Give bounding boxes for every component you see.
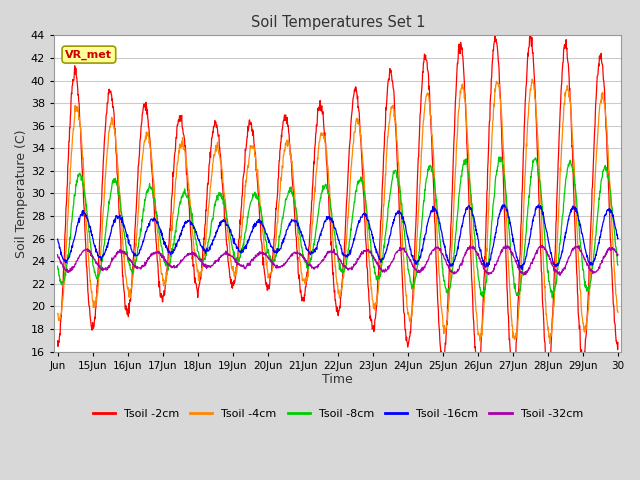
Tsoil -32cm xyxy=(323,250,331,256)
Tsoil -16cm xyxy=(614,236,622,241)
Line: Tsoil -8cm: Tsoil -8cm xyxy=(58,157,618,298)
Tsoil -16cm xyxy=(607,209,615,215)
Tsoil -8cm xyxy=(470,225,477,231)
Tsoil -32cm xyxy=(470,244,477,250)
Tsoil -2cm xyxy=(54,338,61,344)
Tsoil -2cm xyxy=(614,340,622,346)
Line: Tsoil -32cm: Tsoil -32cm xyxy=(58,245,618,276)
Line: Tsoil -16cm: Tsoil -16cm xyxy=(58,205,618,270)
Tsoil -16cm xyxy=(500,202,508,208)
Tsoil -2cm xyxy=(323,163,331,169)
Tsoil -8cm xyxy=(141,198,149,204)
Tsoil -4cm xyxy=(312,168,320,173)
Tsoil -8cm xyxy=(495,154,503,160)
Tsoil -2cm xyxy=(470,319,477,325)
Tsoil -8cm xyxy=(553,277,561,283)
Tsoil -8cm xyxy=(54,264,61,269)
Tsoil -2cm xyxy=(607,263,615,268)
Text: VR_met: VR_met xyxy=(65,49,113,60)
Tsoil -8cm xyxy=(323,183,331,189)
Tsoil -8cm xyxy=(614,262,622,268)
Tsoil -16cm xyxy=(312,245,320,251)
Tsoil -2cm xyxy=(509,371,516,377)
Line: Tsoil -2cm: Tsoil -2cm xyxy=(58,33,618,374)
Tsoil -16cm xyxy=(141,231,149,237)
Tsoil -32cm xyxy=(502,242,509,248)
Tsoil -16cm xyxy=(518,267,526,273)
Tsoil -32cm xyxy=(312,264,320,270)
Tsoil -2cm xyxy=(141,102,149,108)
Y-axis label: Soil Temperature (C): Soil Temperature (C) xyxy=(15,129,28,258)
Tsoil -32cm xyxy=(54,252,61,258)
Tsoil -8cm xyxy=(548,295,556,301)
Tsoil -32cm xyxy=(614,252,622,257)
Tsoil -4cm xyxy=(54,311,61,316)
Tsoil -4cm xyxy=(470,266,477,272)
Tsoil -2cm xyxy=(491,30,499,36)
Tsoil -32cm xyxy=(141,261,149,266)
Tsoil -32cm xyxy=(607,246,615,252)
Tsoil -2cm xyxy=(553,201,561,207)
Tsoil -32cm xyxy=(556,273,564,278)
Tsoil -16cm xyxy=(323,216,331,222)
Line: Tsoil -4cm: Tsoil -4cm xyxy=(58,79,618,344)
Title: Soil Temperatures Set 1: Soil Temperatures Set 1 xyxy=(250,15,425,30)
Tsoil -16cm xyxy=(553,262,561,268)
Tsoil -32cm xyxy=(552,269,560,275)
Tsoil -4cm xyxy=(607,212,615,218)
X-axis label: Time: Time xyxy=(323,373,353,386)
Tsoil -2cm xyxy=(312,122,320,128)
Legend: Tsoil -2cm, Tsoil -4cm, Tsoil -8cm, Tsoil -16cm, Tsoil -32cm: Tsoil -2cm, Tsoil -4cm, Tsoil -8cm, Tsoi… xyxy=(88,405,588,423)
Tsoil -4cm xyxy=(529,76,536,82)
Tsoil -4cm xyxy=(553,252,561,257)
Tsoil -8cm xyxy=(607,202,615,207)
Tsoil -16cm xyxy=(54,236,61,242)
Tsoil -4cm xyxy=(614,310,622,315)
Tsoil -8cm xyxy=(312,223,320,229)
Tsoil -16cm xyxy=(470,214,477,220)
Tsoil -4cm xyxy=(141,136,149,142)
Tsoil -4cm xyxy=(546,341,554,347)
Tsoil -4cm xyxy=(323,155,331,160)
